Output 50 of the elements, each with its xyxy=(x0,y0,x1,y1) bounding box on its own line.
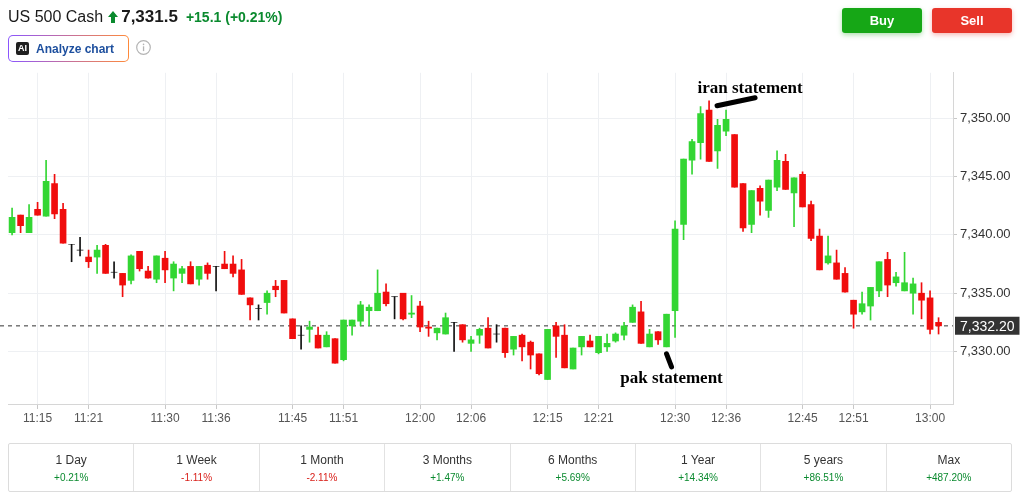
x-tick-label: 12:30 xyxy=(660,410,691,425)
data-label: +1.47% xyxy=(430,471,465,484)
data-label: +5.69% xyxy=(555,471,590,484)
data-label: +0.21% xyxy=(54,471,89,484)
y-tick-label: 7,350.00 xyxy=(960,109,1011,125)
x-tick-label: 12:51 xyxy=(838,410,869,425)
text: 7,331.5 xyxy=(121,7,178,27)
annotation: iran statement xyxy=(697,78,804,98)
category-label: 1 Month xyxy=(300,453,344,468)
data-label: -1.11% xyxy=(181,471,213,484)
chart-title: US 500 Cash xyxy=(8,8,104,26)
y-tick-label: 7,345.00 xyxy=(960,168,1011,184)
data-label: +14.34% xyxy=(678,471,718,484)
category-label: 1 Week xyxy=(176,453,217,468)
x-tick-label: 11:36 xyxy=(201,410,231,425)
x-tick-label: 11:51 xyxy=(329,410,359,425)
text: +15.1 (+0.21%) xyxy=(185,9,283,25)
x-tick-label: 13:00 xyxy=(915,410,946,425)
text: Buy xyxy=(869,13,895,28)
text: Analyze chart xyxy=(36,41,115,56)
y-tick-label: 7,340.00 xyxy=(960,226,1011,242)
x-tick-label: 11:15 xyxy=(23,410,53,425)
category-label: Max xyxy=(937,453,961,468)
y-tick-label: 7,330.00 xyxy=(960,343,1011,359)
data-label: +487.20% xyxy=(926,471,972,484)
ref-line-label: 7,332.20 xyxy=(960,317,1015,334)
x-tick-label: 12:15 xyxy=(532,410,563,425)
candlestick xyxy=(450,322,458,352)
x-tick-label: 12:45 xyxy=(787,410,818,425)
x-tick-label: 12:00 xyxy=(405,410,436,425)
category-label: 1 Day xyxy=(55,453,87,468)
category-label: 1 Year xyxy=(681,453,716,468)
category-label: 3 Months xyxy=(422,453,472,468)
x-tick-label: 11:21 xyxy=(74,410,104,425)
annotation: pak statement xyxy=(620,368,724,388)
candlestick xyxy=(212,266,220,292)
x-tick-label: 12:36 xyxy=(711,410,742,425)
data-label: +86.51% xyxy=(803,471,844,484)
y-tick-label: 7,335.00 xyxy=(960,284,1011,300)
data-label: -2.11% xyxy=(306,471,338,484)
candlestick xyxy=(110,261,118,279)
x-tick-label: 11:30 xyxy=(150,410,180,425)
category-label: 5 years xyxy=(803,453,844,468)
text: AI xyxy=(16,42,29,55)
x-tick-label: 12:06 xyxy=(456,410,487,425)
x-tick-label: 11:45 xyxy=(278,410,308,425)
text: Sell xyxy=(960,13,984,28)
candlestick xyxy=(297,325,305,350)
x-tick-label: 12:21 xyxy=(583,410,614,425)
category-label: 6 Months xyxy=(548,453,598,468)
